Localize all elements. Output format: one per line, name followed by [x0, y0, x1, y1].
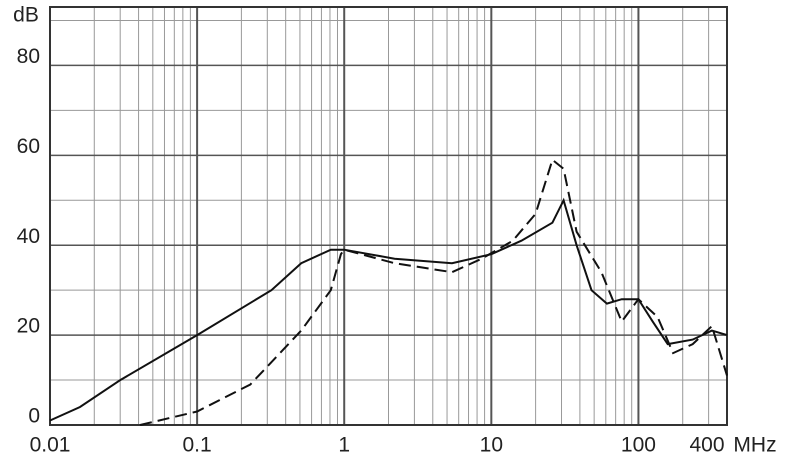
y-tick-label: 40 [17, 225, 40, 248]
series-line [139, 158, 728, 426]
y-tick-label: 60 [17, 135, 40, 158]
plot-frame [49, 6, 728, 426]
y-tick-label: 80 [17, 45, 40, 68]
x-unit: MHz [733, 434, 776, 457]
x-tick-label: 10 [480, 434, 503, 457]
y-unit: dB [13, 4, 39, 27]
x-tick-label: 100 [621, 434, 656, 457]
y-tick-label: 0 [28, 405, 40, 428]
series-line [49, 197, 728, 422]
y-tick-label: 20 [17, 315, 40, 338]
x-tick-label: 0.1 [183, 434, 212, 457]
x-tick-label: 400 [689, 434, 724, 457]
x-tick-label: 1 [338, 434, 350, 457]
x-tick-label: 0.01 [30, 434, 71, 457]
